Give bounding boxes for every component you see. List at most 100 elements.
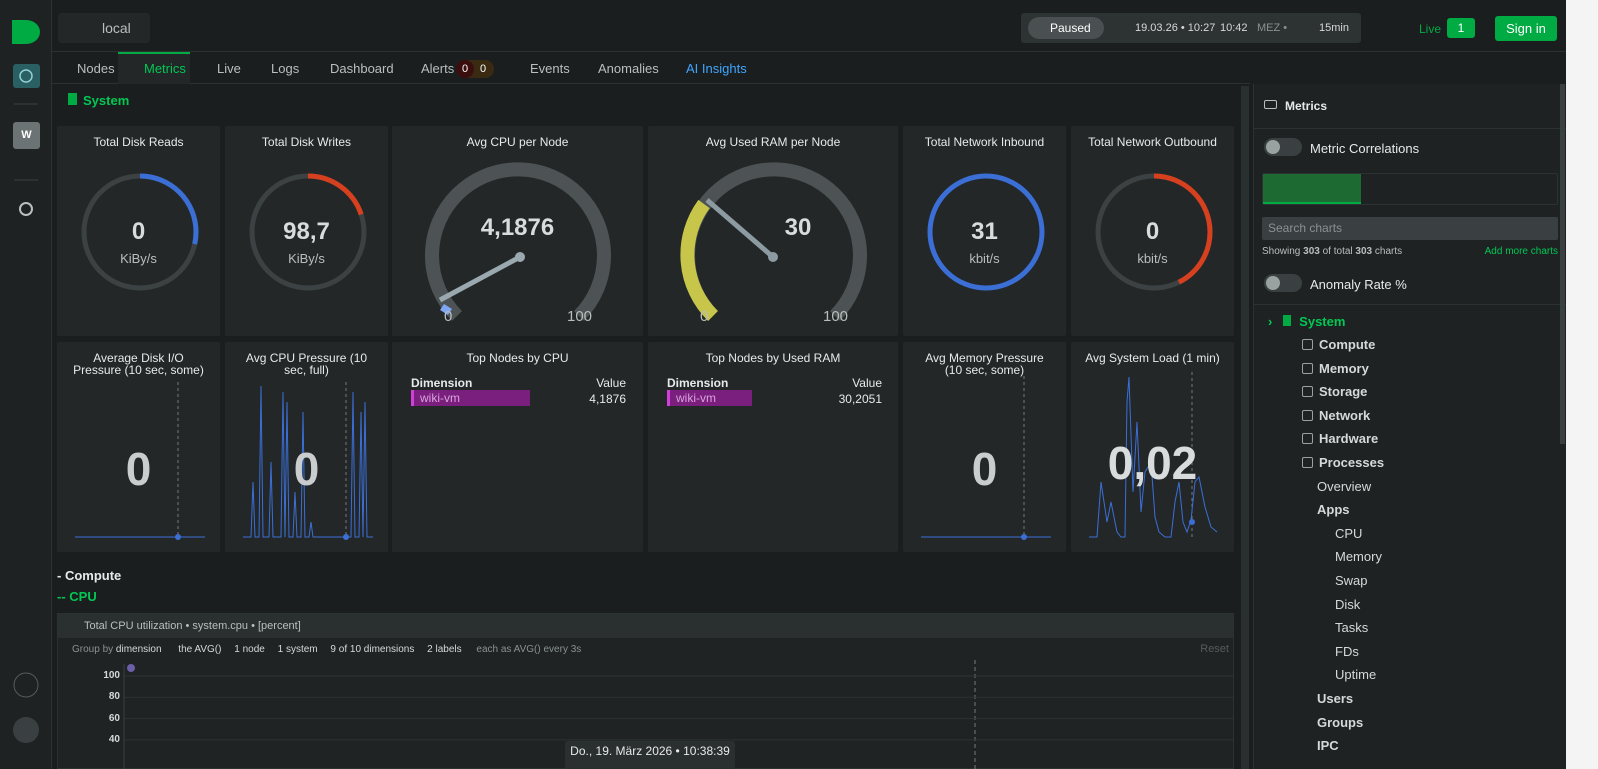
tree-item[interactable]: Tasks — [1335, 620, 1368, 635]
panel-scrollbar — [1560, 84, 1565, 444]
workspace-badge[interactable]: W — [13, 122, 40, 149]
tree-label: Overview — [1317, 478, 1372, 494]
live-count[interactable]: 1 — [1447, 18, 1475, 38]
tree-label: IPC — [1317, 738, 1339, 754]
column-header: Dimension — [411, 376, 473, 390]
tree-icon — [1302, 457, 1313, 468]
tree-item[interactable]: FDs — [1335, 644, 1359, 659]
add-more-charts[interactable]: Add more charts — [1484, 246, 1558, 257]
reset[interactable]: Reset — [1200, 643, 1229, 655]
cell-value: 30,2051 — [838, 392, 882, 406]
metric-correlations[interactable]: Metric Correlations — [1310, 141, 1420, 156]
sign-in[interactable]: Sign in — [1495, 16, 1557, 41]
gauge — [1095, 173, 1213, 291]
tree-item[interactable]: Uptime — [1335, 667, 1376, 682]
tree-item[interactable]: Apps — [1317, 502, 1350, 517]
tree-label: CPU — [1335, 525, 1363, 541]
space-name[interactable]: local — [102, 20, 131, 36]
card-title: Avg CPU per Node — [466, 135, 569, 149]
pause-button[interactable]: Paused — [1028, 17, 1104, 39]
gauge-unit: kbit/s — [969, 251, 1000, 266]
tab[interactable]: Live — [217, 61, 241, 76]
tree-item[interactable]: IPC — [1317, 738, 1339, 753]
gauge-value: 0 — [131, 218, 146, 245]
gauge-max: 100 — [567, 308, 593, 325]
tree-item[interactable]: Network — [1302, 408, 1370, 423]
tab[interactable]: Anomalies — [598, 61, 659, 76]
tab[interactable]: Alerts — [421, 61, 455, 76]
tree-item[interactable]: Processes — [1302, 455, 1384, 470]
tab[interactable]: Events — [530, 61, 570, 76]
gauge-card: Avg Used RAM per Node 30 0 100 — [648, 126, 898, 336]
gauge — [680, 162, 867, 321]
control[interactable]: each as AVG() — [476, 644, 541, 655]
table-card: Top Nodes by Used RAM Dimension Value wi… — [648, 342, 898, 552]
text: charts — [1374, 246, 1403, 257]
dimension-bar: wiki-vm — [411, 390, 530, 406]
tree-item[interactable]: Compute — [1302, 337, 1375, 352]
control[interactable]: 2 labels — [427, 644, 462, 655]
control[interactable]: 1 system — [277, 644, 318, 655]
tree-item[interactable]: Memory — [1302, 361, 1369, 376]
search-input[interactable]: Search charts — [1262, 217, 1558, 240]
tree-root[interactable]: › System — [1268, 314, 1346, 329]
top-bar: local Paused 19.03.26 • 10:27 10:42 MEZ … — [52, 0, 1566, 52]
column-header: Value — [852, 376, 882, 390]
tree-icon — [1302, 339, 1313, 350]
tree-label: Apps — [1317, 502, 1350, 518]
tree-label: FDs — [1335, 643, 1359, 659]
control[interactable]: the AVG() — [178, 644, 222, 655]
control[interactable]: 1 node — [234, 644, 265, 655]
tree-label: Storage — [1319, 384, 1368, 400]
tree-item[interactable]: Users — [1317, 691, 1353, 706]
tab[interactable]: Metrics — [144, 61, 186, 76]
tree-item[interactable]: Overview — [1317, 479, 1371, 494]
control[interactable]: 9 of 10 dimensions — [330, 644, 415, 655]
y-tick-label: 40 — [108, 733, 120, 745]
card-title: Avg Used RAM per Node — [705, 135, 841, 149]
card-title: Total Disk Writes — [261, 135, 352, 149]
warning-count: 0 — [479, 63, 487, 75]
card-title: Avg Memory Pressure (10 sec, some) — [925, 351, 1044, 377]
gauge-unit: KiBy/s — [288, 251, 325, 266]
tree-item[interactable]: Memory — [1335, 549, 1382, 564]
gauge-unit: kbit/s — [1137, 251, 1168, 266]
control[interactable]: every 3s — [543, 644, 582, 655]
tree-item[interactable]: CPU — [1335, 526, 1362, 541]
active-tab-bg — [118, 52, 190, 84]
tree-item[interactable]: Groups — [1317, 715, 1363, 730]
duration[interactable]: 15min — [1319, 22, 1349, 34]
card-title: Top Nodes by Used RAM — [705, 351, 841, 365]
gauge-card: Total Disk Writes 98,7 KiBy/s — [225, 126, 388, 336]
tab-bar — [52, 52, 1250, 84]
rail-icons — [12, 20, 40, 743]
tab[interactable]: AI Insights — [686, 61, 747, 76]
tree-item[interactable]: Storage — [1302, 384, 1367, 399]
tab[interactable]: Logs — [271, 61, 300, 76]
range-start[interactable]: 19.03.26 • 10:27 — [1135, 22, 1216, 34]
card-value: 0 — [125, 443, 152, 495]
tab[interactable]: Nodes — [77, 61, 115, 76]
right-panel: Metrics Metric Correlations Search chart… — [1253, 84, 1566, 769]
gauge-min: 0 — [444, 308, 453, 325]
tree-item[interactable]: Swap — [1335, 573, 1368, 588]
tree-item[interactable]: Hardware — [1302, 431, 1378, 446]
space-selector[interactable] — [58, 13, 150, 43]
tab[interactable]: Dashboard — [330, 61, 394, 76]
toggle[interactable] — [1264, 138, 1302, 156]
gauge-card: Total Network Inbound 31 kbit/s — [903, 126, 1066, 336]
toggle[interactable] — [1264, 274, 1302, 292]
table-card: Top Nodes by CPU Dimension Value wiki-vm… — [392, 342, 643, 552]
control[interactable]: Group by — [72, 644, 114, 655]
gauge-card: Total Network Outbound 0 kbit/s — [1071, 126, 1234, 336]
control[interactable]: dimension — [115, 644, 162, 655]
status: Paused — [1050, 21, 1091, 35]
range-end[interactable]: 10:42 — [1220, 22, 1248, 34]
number-card: Avg System Load (1 min) 0,02 — [1071, 342, 1234, 552]
anomaly-rate[interactable]: Anomaly Rate % — [1310, 277, 1407, 292]
tree-label: Tasks — [1335, 620, 1369, 636]
panel-tabs — [1262, 173, 1558, 205]
card-title: Avg System Load (1 min) — [1085, 351, 1220, 365]
tree-item[interactable]: Disk — [1335, 597, 1360, 612]
